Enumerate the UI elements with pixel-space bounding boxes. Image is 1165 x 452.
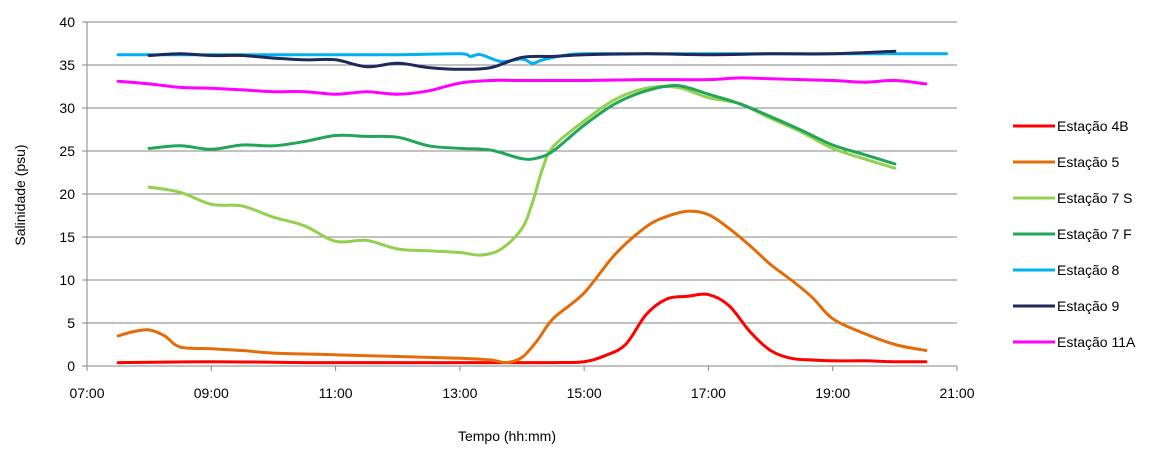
legend-label-estacao-8: Estação 8 xyxy=(1057,262,1119,278)
legend-label-estacao-4b: Estação 4B xyxy=(1057,118,1129,134)
series-line-estacao-7-f xyxy=(147,84,897,166)
legend-label-estacao-7-f: Estação 7 F xyxy=(1057,226,1132,242)
series-line-estacao-11a xyxy=(116,76,928,96)
legend-label-estacao-7-s: Estação 7 S xyxy=(1057,190,1133,206)
series-line-estacao-5 xyxy=(116,209,928,365)
legend-label-estacao-5: Estação 5 xyxy=(1057,154,1119,170)
series-lines xyxy=(116,49,949,365)
y-tick-label: 0 xyxy=(67,358,75,374)
legend-label-estacao-9: Estação 9 xyxy=(1057,298,1119,314)
series-line-estacao-7-s xyxy=(147,84,897,257)
x-axis-title: Tempo (hh:mm) xyxy=(458,428,556,444)
series-line-estacao-4b xyxy=(116,292,928,365)
x-tick-label: 07:00 xyxy=(69,385,104,401)
x-tick-label: 17:00 xyxy=(691,385,726,401)
axes: 0 5 10 15 20 25 30 35 40 07:00 09:00 11:00 13:00 15:0… xyxy=(59,14,974,401)
x-tick-label: 19:00 xyxy=(815,385,850,401)
y-tick-label: 35 xyxy=(59,57,75,73)
x-tick-label: 11:00 xyxy=(319,385,353,401)
y-tick-label: 20 xyxy=(59,186,75,202)
y-axis-title: Salinidade (psu) xyxy=(12,144,28,245)
x-tick-label: 21:00 xyxy=(939,385,974,401)
y-tick-label: 10 xyxy=(59,272,75,288)
y-tick-label: 25 xyxy=(59,143,75,159)
x-tick-label: 13:00 xyxy=(442,385,477,401)
legend-label-estacao-11a: Estação 11A xyxy=(1057,334,1136,350)
gridlines xyxy=(87,21,957,324)
legend: Estação 4B Estação 5 Estação 7 S Estação 7 … xyxy=(1013,118,1136,350)
x-tick-label: 09:00 xyxy=(194,385,229,401)
y-tick-label: 30 xyxy=(59,100,75,116)
x-tick-label: 15:00 xyxy=(567,385,602,401)
series-line-estacao-9 xyxy=(147,49,897,71)
y-tick-label: 5 xyxy=(67,315,75,331)
y-tick-label: 40 xyxy=(59,14,75,30)
y-tick-label: 15 xyxy=(59,229,75,245)
